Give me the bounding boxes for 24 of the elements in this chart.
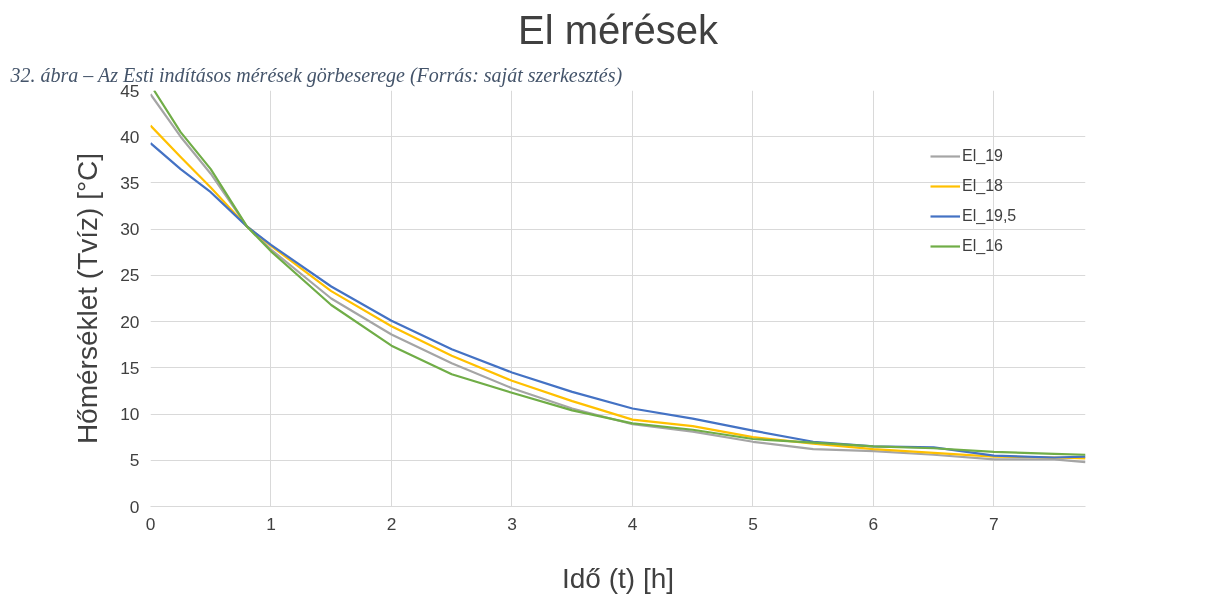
y-tick-label: 20 — [120, 311, 140, 332]
y-tick-label: 5 — [129, 450, 140, 471]
x-tick-label: 4 — [627, 513, 638, 534]
x-tick-label: 2 — [386, 513, 397, 534]
y-axis-title: Hőmérséklet (Tvíz) [°C] — [72, 152, 104, 445]
x-tick-label: 5 — [748, 513, 758, 534]
x-axis-title: Idő (t) [h] — [561, 562, 675, 594]
x-tick-label: 6 — [868, 513, 879, 534]
y-tick-label: 30 — [120, 219, 140, 240]
x-tick-label: 3 — [507, 513, 517, 534]
y-tick-label: 15 — [120, 357, 140, 378]
legend-label: El_16 — [962, 237, 1003, 255]
y-tick-label: 25 — [120, 265, 140, 286]
x-tick-label: 0 — [145, 513, 156, 534]
x-tick-label: 7 — [989, 513, 999, 534]
legend-label: El_19,5 — [962, 207, 1017, 225]
x-tick-label: 1 — [266, 513, 276, 534]
chart-title: El mérések — [517, 7, 720, 52]
y-tick-label: 35 — [120, 172, 140, 193]
y-tick-label: 10 — [120, 404, 140, 425]
legend-label: El_18 — [962, 177, 1003, 195]
legend-label: El_19 — [962, 147, 1003, 165]
y-tick-label: 0 — [129, 496, 140, 517]
y-tick-label: 40 — [120, 126, 140, 147]
